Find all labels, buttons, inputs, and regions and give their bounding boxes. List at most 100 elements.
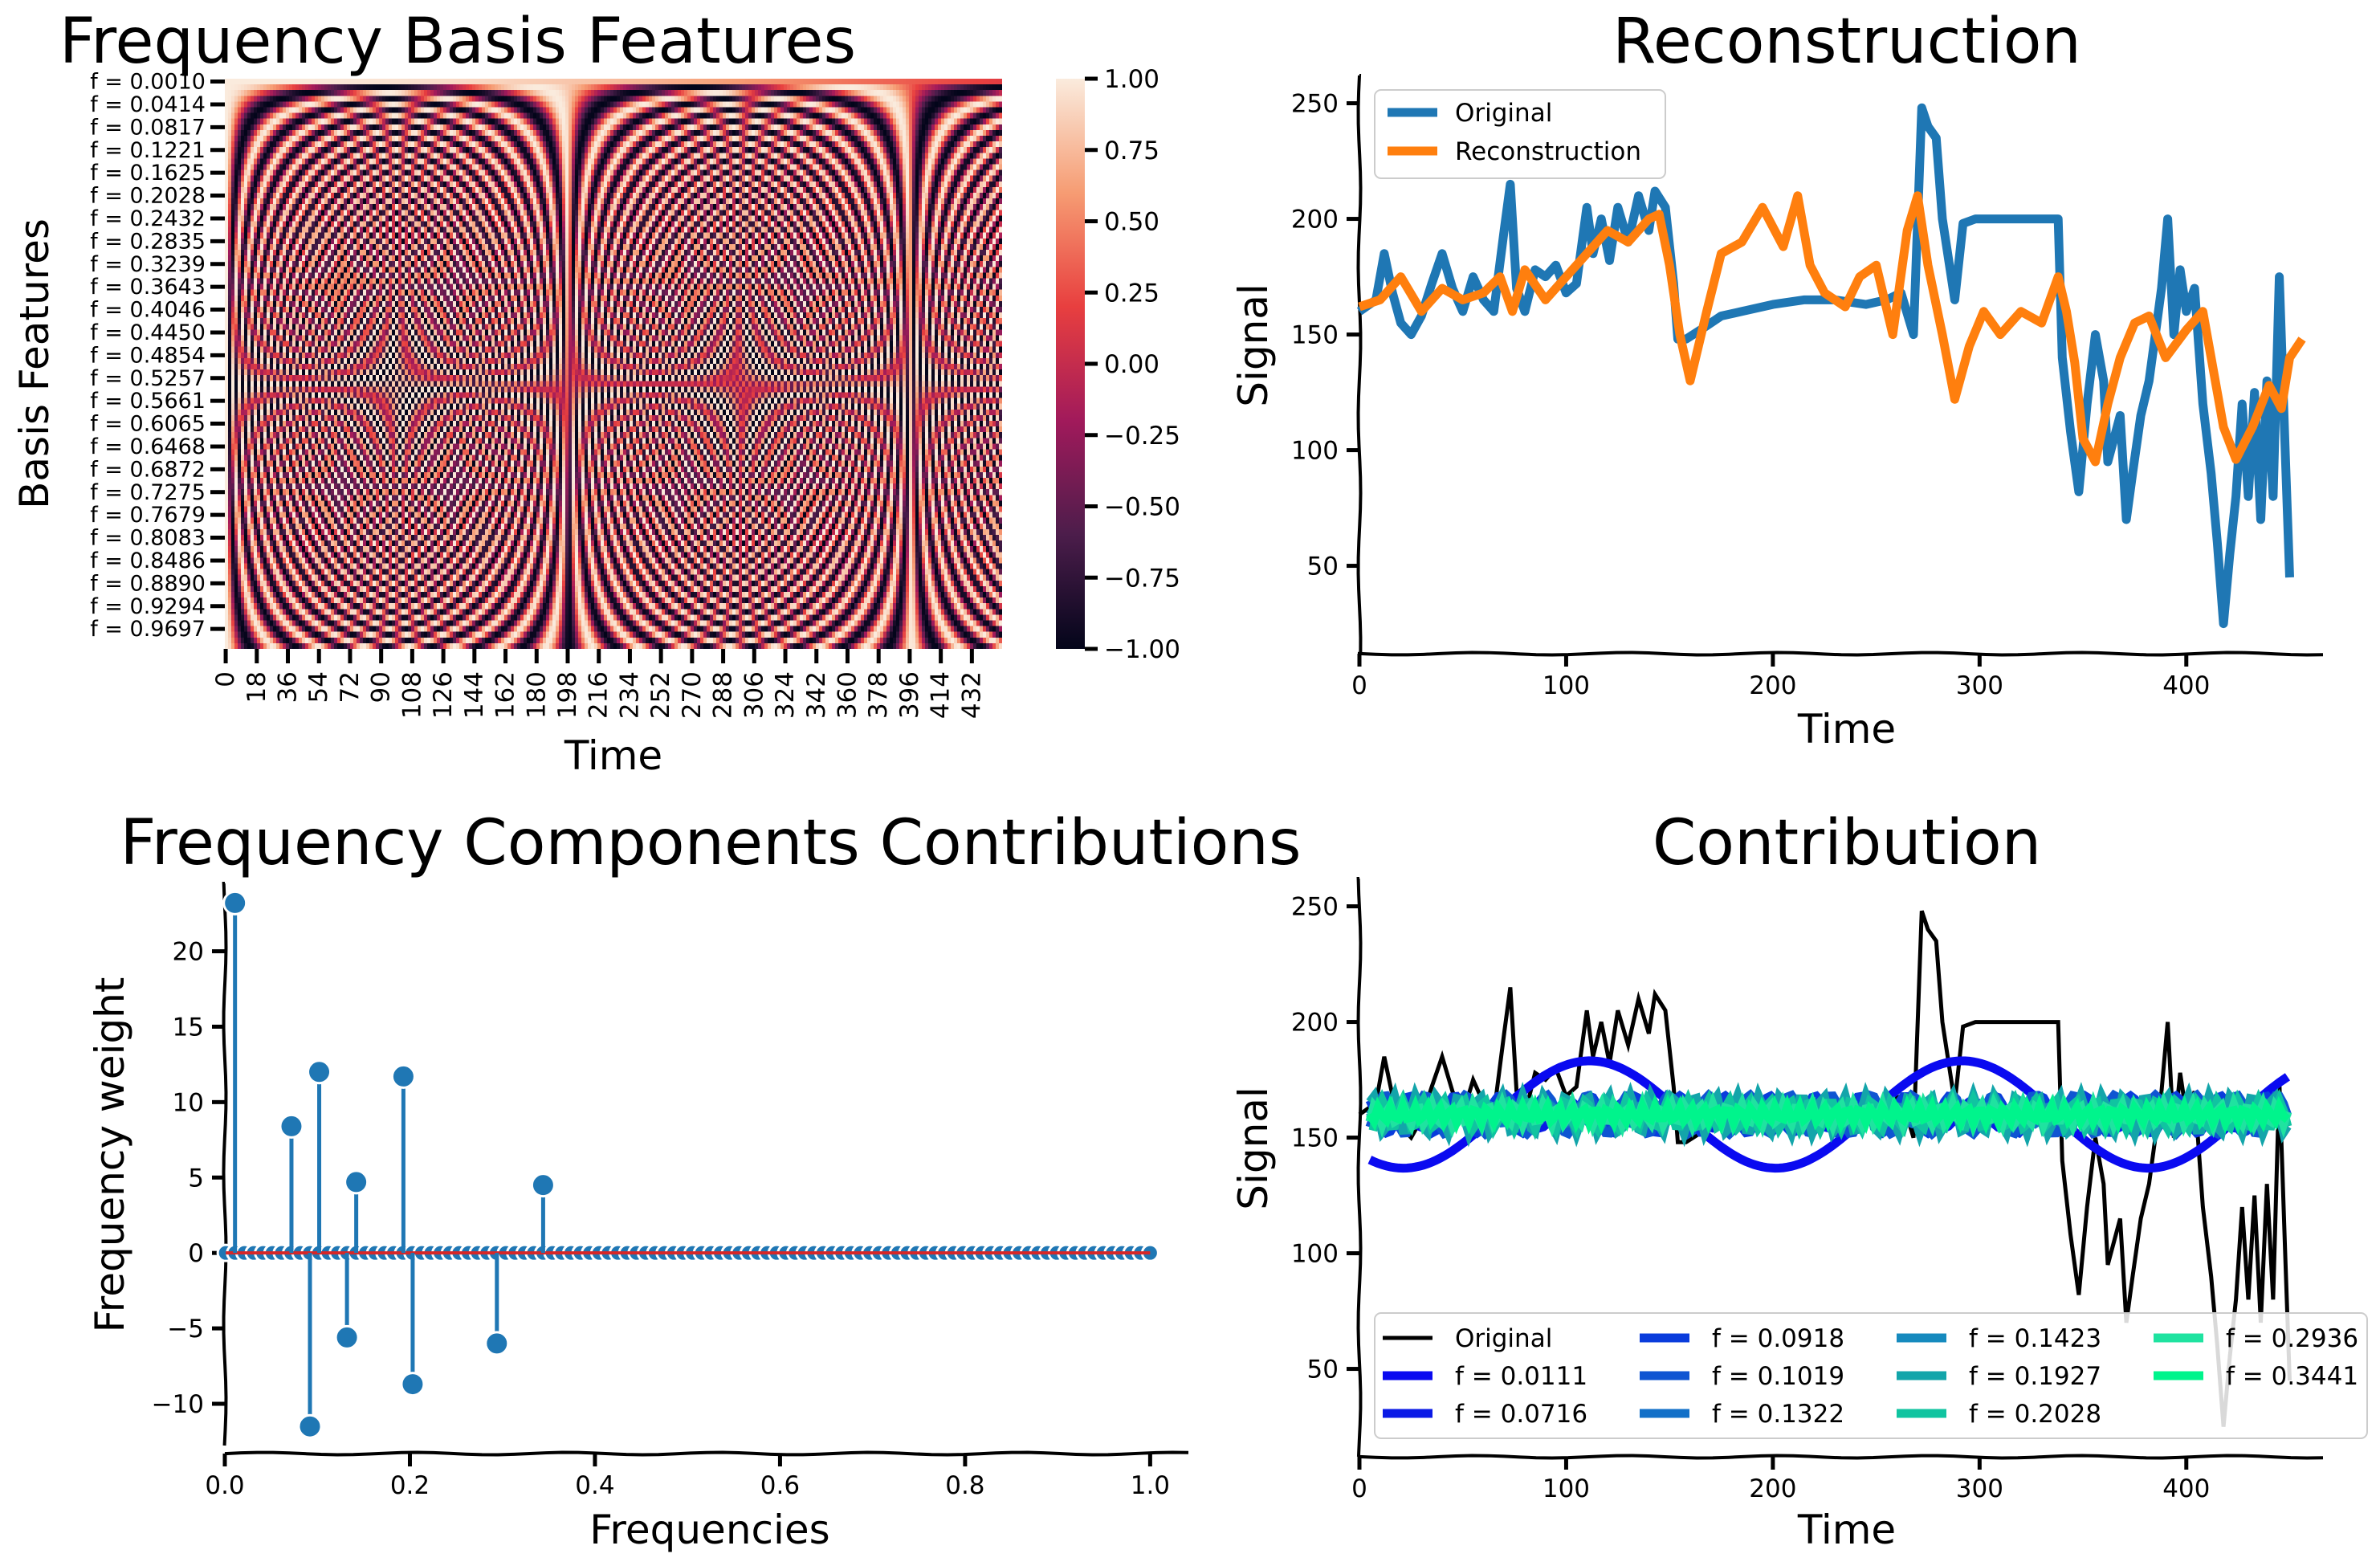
- stem-x-tick-label: 0.6: [760, 1471, 800, 1500]
- reconstruction-x-tick-label: 100: [1543, 671, 1590, 700]
- stem-marker: [222, 890, 248, 916]
- stem-marks: [216, 890, 1159, 1439]
- colorbar: 1.00 0.75 0.50 0.25 0.00 −0.25 −0.50 −0.75 −1.00: [1056, 65, 1180, 664]
- stem-panel: Frequency Components Contributions 0.0 0.…: [87, 807, 1301, 1553]
- stem-y-tick-label: −10: [152, 1390, 204, 1419]
- colorbar-tick-label: −0.25: [1104, 422, 1180, 451]
- reconstruction-x-axis: [1358, 650, 2324, 657]
- colorbar-tick-label: 0.75: [1104, 137, 1159, 165]
- heatmap-y-tick-label: f = 0.3239: [90, 252, 206, 277]
- stem-y-tick-label: 5: [188, 1164, 204, 1193]
- heatmap-y-tick-label: f = 0.0817: [90, 115, 206, 140]
- heatmap-y-tick-label: f = 0.8890: [90, 571, 206, 596]
- heatmap-x-tick-label: 180: [522, 671, 551, 719]
- heatmap-title: Frequency Basis Features: [59, 6, 856, 78]
- heatmap-x-tick-label: 270: [678, 671, 707, 719]
- heatmap-y-tick-label: f = 0.3643: [90, 275, 206, 300]
- heatmap-x-tick-label: 198: [553, 671, 582, 719]
- contribution-x-tick-label: 0: [1351, 1474, 1367, 1503]
- heatmap-x-tick-label: 126: [429, 671, 458, 719]
- heatmap-y-tick-label: f = 0.6065: [90, 412, 206, 437]
- contribution-y-tick-label: 200: [1291, 1009, 1339, 1038]
- heatmap-panel: Frequency Basis Features f = 0.0010 f = 0…: [11, 6, 1180, 779]
- colorbar-tick-label: 1.00: [1104, 65, 1159, 94]
- stem-y-tick-label: 20: [173, 938, 204, 967]
- contribution-legend-label: Original: [1455, 1324, 1552, 1353]
- heatmap-x-tick-label: 36: [274, 671, 303, 703]
- heatmap-y-tick-label: f = 0.0010: [90, 70, 206, 95]
- reconstruction-x-tick-label: 400: [2162, 671, 2210, 700]
- heatmap-y-tick-label: f = 0.6468: [90, 434, 206, 459]
- contribution-x-tick-label: 400: [2162, 1474, 2210, 1503]
- contribution-y-axis: [1356, 877, 1363, 1458]
- stem-marker: [307, 1059, 332, 1085]
- heatmap-y-tick-label: f = 0.1221: [90, 138, 206, 163]
- reconstruction-y-tick-label: 200: [1291, 206, 1339, 234]
- heatmap-y-label: Basis Features: [11, 218, 58, 509]
- contribution-legend-label: f = 0.0111: [1455, 1362, 1587, 1391]
- contribution-y-tick-label: 100: [1291, 1240, 1339, 1269]
- heatmap-y-tick-label: f = 0.4450: [90, 320, 206, 345]
- contribution-lines: [1358, 910, 2292, 1427]
- heatmap-x-tick-label: 18: [242, 671, 271, 703]
- heatmap-y-tick-label: f = 0.5257: [90, 366, 206, 391]
- heatmap-y-tick-label: f = 0.4046: [90, 298, 206, 323]
- contribution-legend-label: f = 0.0716: [1455, 1400, 1587, 1429]
- stem-marker: [390, 1063, 416, 1089]
- reconstruction-x-label: Time: [1797, 706, 1896, 752]
- contribution-y-label: Signal: [1230, 1087, 1277, 1210]
- heatmap-x-tick-label: 234: [615, 671, 644, 719]
- heatmap-x-tick-label: 288: [709, 671, 738, 719]
- stem-marker: [297, 1413, 323, 1439]
- stem-y-axis: [222, 882, 228, 1446]
- stem-marker: [279, 1113, 304, 1139]
- heatmap-x-tick-label: 90: [367, 671, 396, 703]
- contribution-legend-label: f = 0.0918: [1712, 1324, 1844, 1353]
- stem-x-tick-label: 0.2: [390, 1471, 430, 1500]
- contribution-legend-label: f = 0.1423: [1969, 1324, 2101, 1353]
- contribution-x-label: Time: [1797, 1507, 1896, 1553]
- heatmap-y-tick-label: f = 0.8083: [90, 526, 206, 551]
- stem-y-tick-label: 0: [188, 1239, 204, 1268]
- contribution-x-tick-label: 300: [1956, 1474, 2003, 1503]
- contribution-series-line: [1366, 1094, 2291, 1135]
- stem-axes: 0.0 0.2 0.4 0.6 0.8 1.0 −10 −5 0 5 10 15 20: [152, 882, 1189, 1500]
- heatmap-x-tick-label: 252: [646, 671, 675, 719]
- heatmap-y-tick-label: f = 0.9697: [90, 617, 206, 642]
- colorbar-gradient: [1056, 79, 1085, 649]
- contribution-legend-label: f = 0.1927: [1969, 1362, 2101, 1391]
- stem-x-label: Frequencies: [589, 1507, 829, 1553]
- heatmap-y-tick-label: f = 0.1625: [90, 161, 206, 186]
- reconstruction-series-line: [1356, 103, 2294, 629]
- reconstruction-x-tick-label: 0: [1351, 671, 1367, 700]
- reconstruction-y-tick-label: 150: [1291, 321, 1339, 350]
- reconstruction-y-tick-label: 250: [1291, 90, 1339, 119]
- reconstruction-y-label: Signal: [1230, 283, 1277, 407]
- heatmap-x-label: Time: [564, 732, 662, 779]
- heatmap-x-tick-label: 0: [211, 671, 240, 687]
- reconstruction-legend-label: Original: [1455, 99, 1552, 128]
- heatmap-y-tick-label: f = 0.7679: [90, 503, 206, 528]
- colorbar-tick-label: −0.50: [1104, 493, 1180, 522]
- stem-marker: [530, 1172, 556, 1198]
- heatmap-x-tick-label: 72: [336, 671, 365, 703]
- reconstruction-x-tick-label: 300: [1956, 671, 2003, 700]
- reconstruction-lines: [1356, 103, 2306, 629]
- contribution-y-tick-label: 150: [1291, 1124, 1339, 1153]
- stem-y-tick-label: −5: [167, 1315, 204, 1344]
- heatmap-x-tick-label: 396: [895, 671, 924, 719]
- colorbar-tick-label: −0.75: [1104, 564, 1180, 593]
- stem-x-tick-label: 0.0: [205, 1471, 244, 1500]
- stem-x-tick-label: 0.8: [945, 1471, 984, 1500]
- heatmap-y-tick-label: f = 0.4854: [90, 343, 206, 368]
- heatmap-x-tick-label: 108: [397, 671, 426, 719]
- stem-marker: [400, 1372, 426, 1397]
- stem-marker: [344, 1169, 369, 1195]
- reconstruction-title: Reconstruction: [1612, 6, 2081, 78]
- reconstruction-panel: Reconstruction 0 100 200 300 400 50 100 150 200 2…: [1230, 6, 2324, 752]
- heatmap-x-tick-label: 342: [802, 671, 831, 719]
- reconstruction-series-line: [1358, 191, 2306, 467]
- heatmap-y-tick-label: f = 0.5661: [90, 389, 206, 414]
- heatmap-cells: [225, 79, 1002, 649]
